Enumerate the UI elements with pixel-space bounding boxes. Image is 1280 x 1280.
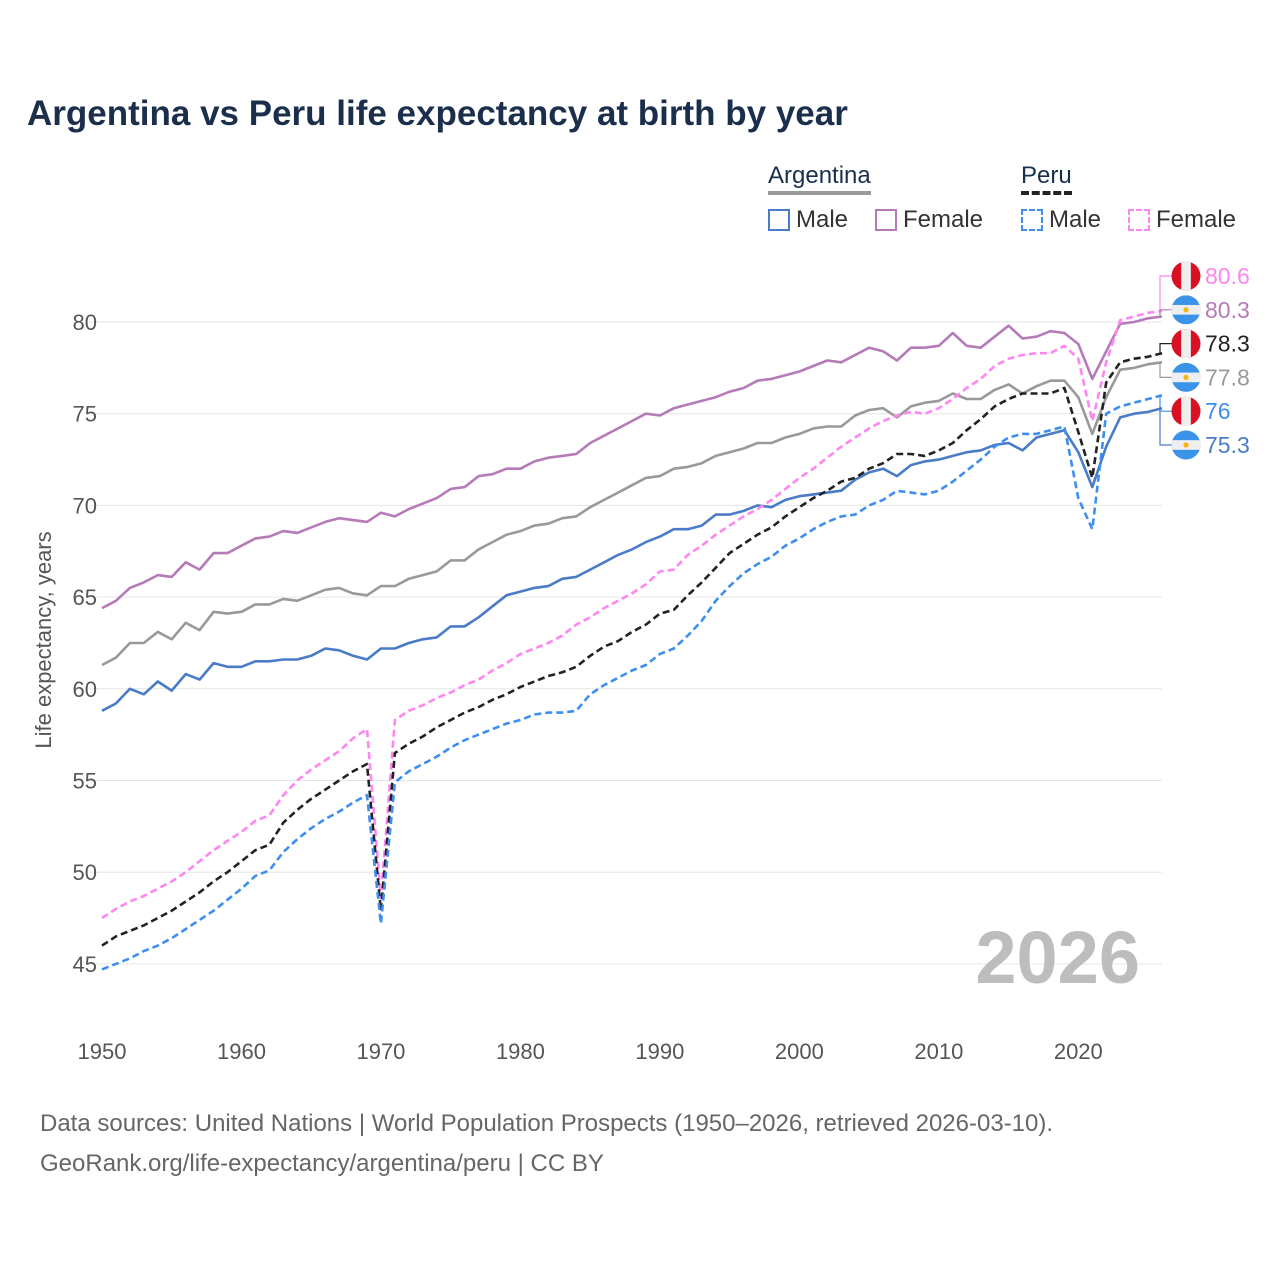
legend-label: Female — [1156, 206, 1237, 233]
legend-label: Male — [1049, 206, 1102, 233]
legend-swatch — [1021, 209, 1043, 231]
y-tick-label: 70 — [73, 493, 97, 518]
x-tick-label: 2000 — [775, 1039, 824, 1064]
argentina-flag-icon — [1171, 430, 1201, 460]
end-value-label: 77.8 — [1205, 364, 1250, 390]
series-line-peru-female — [101, 309, 1163, 920]
series-line-argentina — [101, 361, 1163, 667]
end-value-label: 80.6 — [1205, 263, 1250, 289]
year-watermark: 2026 — [975, 916, 1140, 999]
series-line-argentina-female — [101, 315, 1163, 610]
legend-item-peru-male[interactable]: Male — [1021, 206, 1101, 234]
x-tick-label: 2020 — [1054, 1039, 1103, 1064]
x-tick-label: 2010 — [914, 1039, 963, 1064]
legend-item-argentina-male[interactable]: Male — [768, 206, 848, 234]
series-line-peru-male — [101, 394, 1163, 971]
argentina-flag-icon — [1171, 362, 1201, 392]
legend-swatch — [875, 209, 897, 231]
y-tick-label: 75 — [73, 402, 97, 427]
x-tick-label: 1980 — [496, 1039, 545, 1064]
peru-flag-icon — [1171, 329, 1201, 359]
peru-flag-icon — [1171, 261, 1201, 291]
y-axis-title: Life expectancy, years — [31, 531, 56, 748]
legend-group-title: Peru — [1021, 162, 1072, 189]
legend-group-title: Argentina — [768, 162, 871, 189]
end-value-label: 75.3 — [1205, 432, 1250, 458]
chart-title: Argentina vs Peru life expectancy at bir… — [27, 94, 848, 133]
series-line-peru — [101, 351, 1163, 947]
argentina-flag-icon — [1171, 295, 1201, 325]
y-tick-label: 50 — [73, 860, 97, 885]
y-tick-label: 55 — [73, 769, 97, 794]
legend-label: Male — [796, 206, 849, 233]
legend-swatch — [768, 209, 790, 231]
y-tick-label: 80 — [73, 310, 97, 335]
legend-dashed-line-sample — [1021, 191, 1072, 195]
x-tick-label: 1970 — [356, 1039, 405, 1064]
end-value-label: 80.3 — [1205, 297, 1250, 323]
legend-label: Female — [903, 206, 984, 233]
end-value-label: 76 — [1205, 398, 1231, 424]
y-tick-label: 45 — [73, 952, 97, 977]
legend-swatch — [1128, 209, 1150, 231]
x-tick-label: 1950 — [78, 1039, 127, 1064]
x-tick-label: 1960 — [217, 1039, 266, 1064]
end-label-connector — [1159, 343, 1172, 354]
y-tick-label: 65 — [73, 585, 97, 610]
legend-group-peru: Peru — [1021, 162, 1072, 195]
legend-item-peru-female[interactable]: Female — [1128, 206, 1236, 234]
end-label-connector — [1159, 309, 1172, 318]
peru-flag-icon — [1171, 396, 1201, 426]
series-line-argentina-male — [101, 406, 1163, 712]
x-tick-label: 1990 — [635, 1039, 684, 1064]
data-source-note: Data sources: United Nations | World Pop… — [40, 1110, 1054, 1137]
y-tick-label: 60 — [73, 677, 97, 702]
legend-group-argentina: Argentina — [768, 162, 871, 195]
legend-item-argentina-female[interactable]: Female — [875, 206, 983, 234]
footer: Data sources: United Nations | World Pop… — [40, 1104, 1053, 1184]
line-chart: 45 50 55 60 65 70 75 80 1950 1960 1970 1980 1990 2000… — [31, 261, 1250, 1064]
end-label-connector — [1159, 394, 1172, 412]
end-label-connector — [1159, 275, 1172, 312]
source-link[interactable]: GeoRank.org/life-expectancy/argentina/pe… — [40, 1150, 604, 1177]
legend-solid-line-sample — [768, 191, 871, 195]
end-label-connector — [1159, 361, 1172, 378]
end-value-label: 78.3 — [1205, 331, 1250, 357]
end-label-connector — [1159, 407, 1172, 446]
